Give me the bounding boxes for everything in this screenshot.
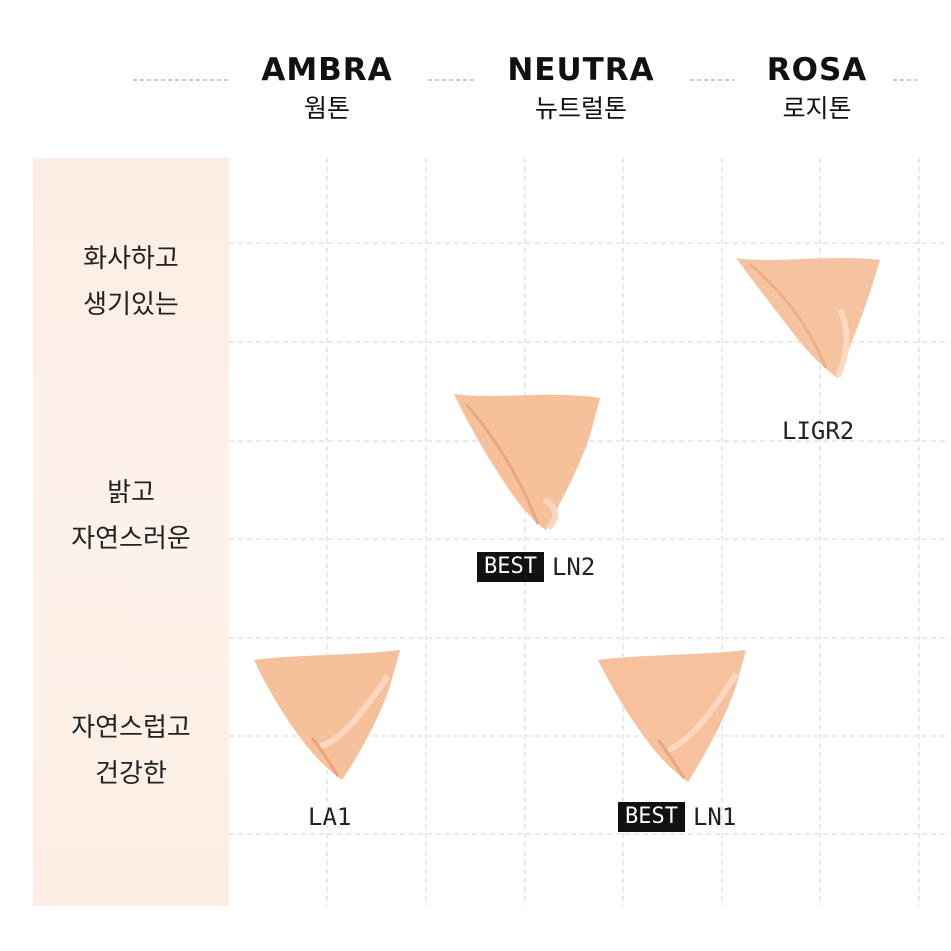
shade-code: LIGR2: [782, 417, 855, 445]
column-title-en: ROSA: [766, 52, 868, 88]
row-label-line: 건강한: [95, 759, 167, 789]
swatch-ln1: [598, 650, 746, 782]
column-title-en: AMBRA: [261, 52, 393, 88]
row-label-line: 밝고: [107, 478, 155, 508]
shade-code: LN1: [692, 803, 737, 831]
row-label-panel: [33, 158, 229, 906]
row-label-line: 생기있는: [83, 290, 179, 320]
shade-code: LA1: [308, 803, 352, 831]
row-label-line: 화사하고: [83, 244, 179, 274]
row-label-2: 밝고 자연스러운: [33, 470, 229, 562]
column-title-ko: 뉴트럴톤: [534, 94, 627, 123]
shade-label-ligr2: LIGR2: [782, 416, 854, 446]
row-label-line: 자연스러운: [71, 524, 191, 554]
column-title-ko: 로지톤: [782, 94, 852, 123]
shade-label-ln2: BEST LN2: [477, 552, 595, 582]
column-header-ambra: AMBRA 웜톤: [227, 52, 427, 126]
shade-label-ln1: BEST LN1: [618, 802, 736, 832]
column-header-rosa: ROSA 로지톤: [717, 52, 917, 126]
best-badge: BEST: [618, 802, 685, 832]
best-badge: BEST: [477, 552, 544, 582]
column-title-ko: 웜톤: [303, 94, 350, 123]
shade-label-la1: LA1: [308, 802, 351, 832]
row-label-3: 자연스럽고 건강한: [33, 705, 229, 797]
swatch-ln2: [454, 394, 600, 531]
swatch-ligr2: [736, 258, 880, 378]
row-label-1: 화사하고 생기있는: [33, 236, 229, 328]
swatch-la1: [254, 650, 400, 780]
shade-code: LN2: [551, 553, 596, 581]
column-title-en: NEUTRA: [507, 52, 655, 88]
row-label-line: 자연스럽고: [71, 713, 191, 743]
column-header-neutra: NEUTRA 뉴트럴톤: [481, 52, 681, 126]
